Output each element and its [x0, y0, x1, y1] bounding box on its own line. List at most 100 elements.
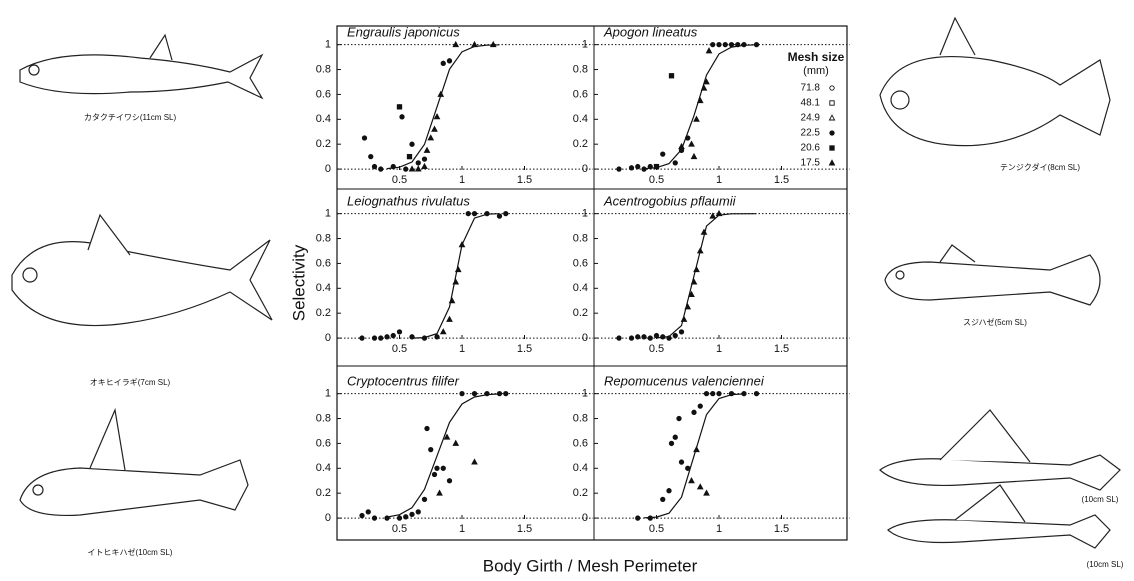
point: [668, 440, 675, 447]
point: [647, 515, 653, 521]
x-tick-label: 1.5: [774, 343, 789, 355]
fish-caption: スジハゼ(5cm SL): [963, 317, 1027, 327]
point: [688, 477, 695, 484]
fish-goby: [19, 407, 249, 517]
point: [390, 332, 396, 339]
point: [503, 391, 509, 397]
y-tick-label: 0.2: [573, 138, 588, 150]
point: [735, 42, 741, 48]
point: [409, 141, 415, 147]
point: [688, 140, 695, 147]
point: [715, 209, 723, 217]
point: [368, 153, 374, 160]
y-tick-label: 1: [582, 208, 588, 220]
point: [446, 315, 453, 322]
legend-marker: [828, 159, 836, 166]
point: [647, 335, 653, 341]
point: [415, 509, 421, 515]
x-tick-label: 1: [716, 523, 722, 535]
y-tick-label: 0.4: [316, 113, 331, 125]
x-tick-label: 0.5: [649, 523, 664, 535]
x-tick-label: 1.5: [517, 174, 532, 186]
panel-title: Cryptocentrus filifer: [347, 373, 460, 388]
point: [672, 332, 678, 339]
y-tick-label: 0.8: [316, 232, 331, 244]
fit-curve: [386, 44, 500, 170]
point: [705, 47, 713, 54]
legend-marker: [828, 114, 836, 121]
point: [436, 489, 443, 496]
point: [431, 471, 438, 478]
y-tick-label: 0.6: [573, 437, 588, 449]
fish-caption: カタクチイワシ(11cm SL): [84, 113, 177, 122]
y-tick-label: 0.6: [316, 257, 331, 269]
point: [700, 84, 708, 91]
fish-caption: イトヒキハゼ(10cm SL): [88, 547, 173, 557]
y-axis-label: Selectivity: [289, 244, 308, 321]
y-tick-label: 0.2: [316, 487, 331, 499]
x-tick-label: 0.5: [392, 523, 407, 535]
point: [676, 415, 682, 422]
point: [484, 211, 490, 217]
y-tick-label: 1: [582, 39, 588, 51]
point: [371, 163, 378, 170]
point: [439, 328, 447, 335]
point: [690, 152, 698, 160]
legend-marker: [829, 85, 835, 91]
x-axis-label: Body Girth / Mesh Perimeter: [483, 556, 698, 575]
y-tick-label: 1: [582, 388, 588, 400]
y-tick-label: 0.8: [573, 412, 588, 424]
point: [628, 335, 635, 341]
panel-title: Apogon lineatus: [603, 24, 698, 39]
point: [672, 434, 678, 440]
point: [458, 241, 466, 248]
point: [660, 151, 666, 157]
point: [424, 425, 430, 432]
fish-ponyfish: [11, 213, 273, 327]
point: [696, 483, 704, 490]
point: [433, 113, 441, 120]
point: [409, 334, 415, 340]
point: [421, 162, 428, 170]
point: [688, 290, 695, 297]
fish-caption: オキヒイラギ(7cm SL): [90, 378, 171, 387]
fit-curve: [643, 393, 745, 519]
point: [728, 42, 735, 48]
point: [660, 334, 666, 340]
fit-curve: [386, 393, 500, 518]
point: [489, 40, 497, 48]
point: [403, 514, 409, 520]
point: [660, 496, 666, 503]
point: [371, 515, 378, 521]
point: [409, 511, 415, 517]
point: [371, 335, 378, 341]
fit-curve: [643, 44, 757, 170]
fish-anchovy: [19, 33, 264, 100]
point: [635, 515, 641, 521]
legend-label: 22.5: [801, 128, 821, 139]
point: [427, 134, 435, 141]
point: [680, 315, 688, 322]
point: [378, 335, 384, 341]
y-tick-label: 0: [325, 332, 331, 344]
point: [471, 211, 478, 217]
point: [471, 40, 478, 48]
point: [403, 166, 409, 172]
fit-curve: [656, 213, 757, 339]
point: [635, 163, 641, 170]
point: [693, 445, 700, 453]
point: [408, 165, 416, 172]
point: [365, 509, 371, 515]
point: [437, 90, 445, 97]
legend-marker: [829, 130, 835, 136]
point: [635, 334, 641, 340]
point: [396, 515, 403, 521]
point: [616, 335, 622, 341]
point: [378, 166, 384, 172]
legend-label: 24.9: [801, 113, 821, 124]
point: [359, 335, 365, 341]
point: [452, 40, 460, 48]
point: [716, 391, 722, 397]
point: [691, 409, 697, 415]
y-tick-label: 0.4: [316, 282, 331, 294]
